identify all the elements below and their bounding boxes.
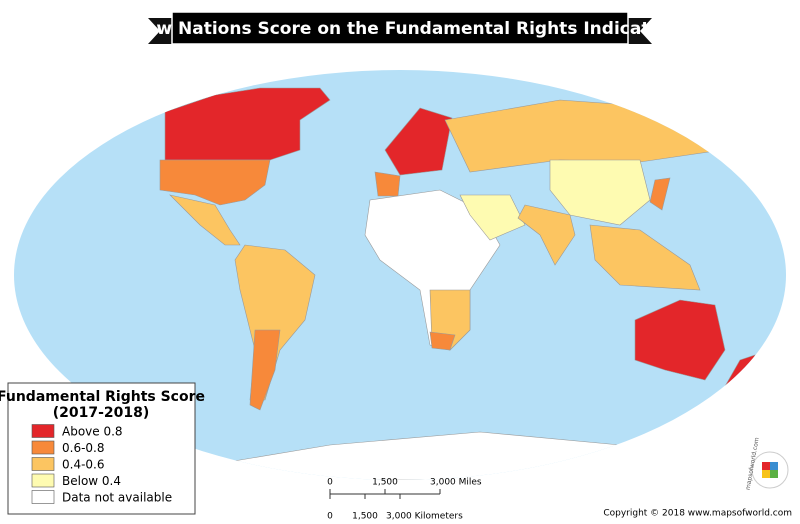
scale-km-label: 3,000 Kilometers — [386, 512, 463, 522]
legend-subtitle: (2017-2018) — [53, 405, 150, 421]
countries — [159, 87, 756, 480]
legend-swatch — [31, 473, 55, 488]
legend-label: 0.4-0.6 — [62, 458, 105, 472]
legend: Fundamental Rights Score (2017-2018) Abo… — [0, 382, 205, 515]
south-europe — [374, 171, 401, 197]
argentina-chile — [249, 329, 281, 411]
legend-swatch — [31, 424, 55, 438]
copyright: Copyright © 2018 www.mapsofworld.com — [603, 509, 792, 519]
japan — [649, 177, 671, 211]
legend-swatch — [31, 490, 55, 504]
legend-label: 0.6-0.8 — [62, 441, 105, 455]
north-europe — [384, 107, 453, 176]
china — [549, 159, 651, 226]
legend-swatch — [31, 457, 55, 471]
scale-bar: 0 1,500 3,000 Miles 0 1,500 3,000 Kilome… — [327, 478, 482, 522]
scale-miles-label: 3,000 Miles — [430, 478, 482, 488]
australia — [634, 299, 726, 381]
legend-label: Data not available — [62, 491, 172, 505]
usa — [159, 159, 271, 206]
scale-km-label: 1,500 — [352, 512, 378, 522]
legend-swatch — [31, 440, 55, 455]
legend-label: Above 0.8 — [62, 425, 123, 439]
title-banner: How Nations Score on the Fundamental Rig… — [130, 11, 670, 45]
southeast-asia — [589, 224, 701, 291]
logo: mapsofworld.com — [745, 437, 789, 491]
india — [517, 204, 576, 266]
legend-label: Below 0.4 — [62, 474, 121, 488]
south-africa — [429, 331, 456, 351]
scale-miles-label: 0 — [327, 478, 333, 488]
central-america — [169, 194, 241, 246]
legend-title: Fundamental Rights Score — [0, 389, 205, 405]
middle-east — [459, 194, 526, 241]
scale-km-label: 0 — [327, 512, 333, 522]
scale-miles-label: 1,500 — [372, 478, 398, 488]
title: How Nations Score on the Fundamental Rig… — [130, 19, 670, 39]
